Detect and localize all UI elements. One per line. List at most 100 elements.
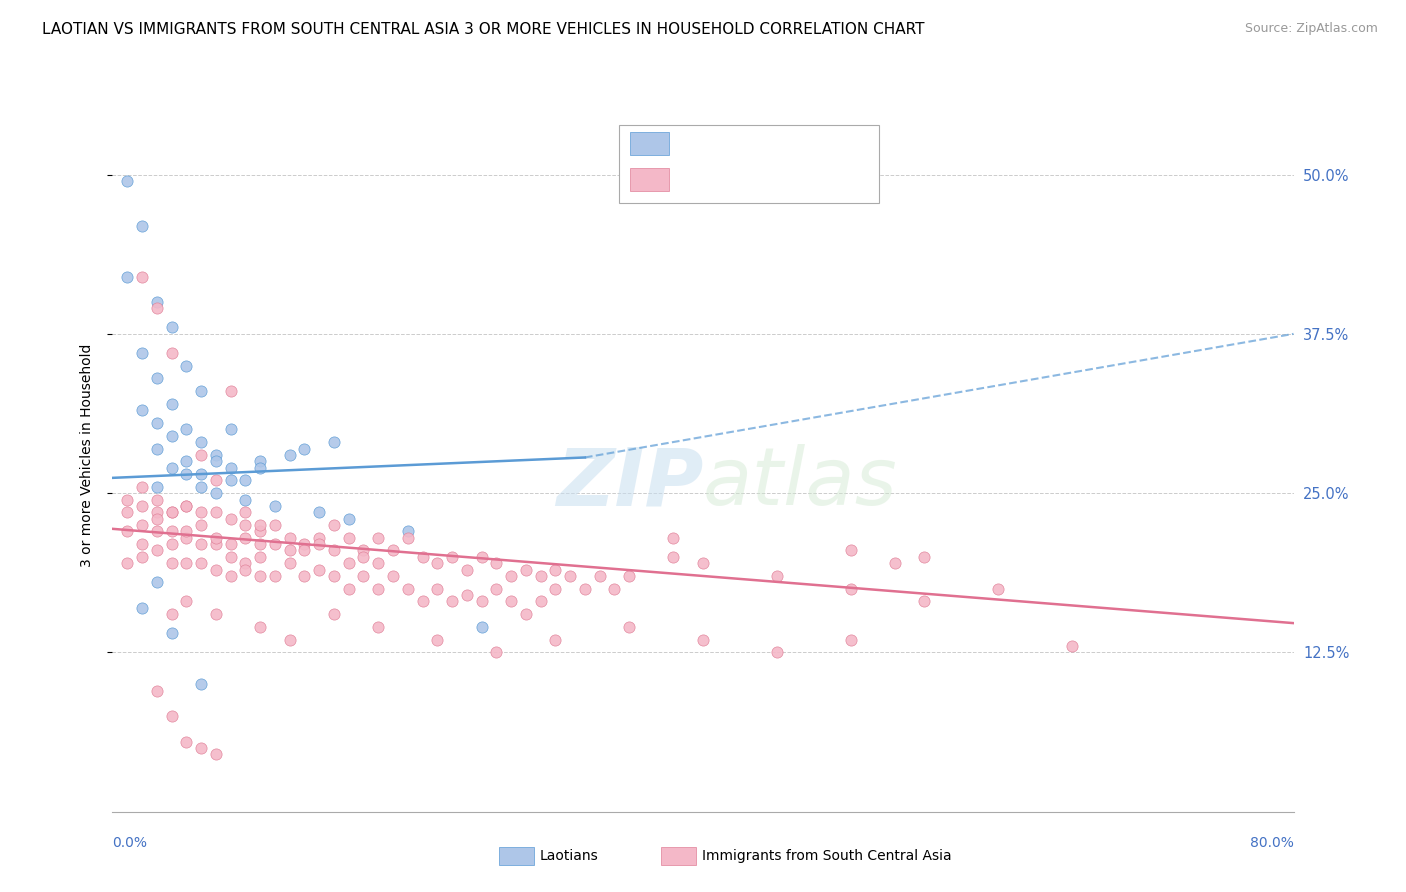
Point bbox=[249, 537, 271, 551]
Point bbox=[441, 594, 464, 608]
Point bbox=[190, 741, 212, 756]
Point bbox=[174, 531, 197, 545]
Point bbox=[396, 582, 419, 596]
Point bbox=[160, 626, 183, 640]
Point bbox=[544, 632, 567, 647]
Point bbox=[190, 556, 212, 570]
Point bbox=[160, 709, 183, 723]
Point bbox=[529, 594, 551, 608]
Point bbox=[146, 301, 169, 316]
Text: LAOTIAN VS IMMIGRANTS FROM SOUTH CENTRAL ASIA 3 OR MORE VEHICLES IN HOUSEHOLD CO: LAOTIAN VS IMMIGRANTS FROM SOUTH CENTRAL… bbox=[42, 22, 925, 37]
Point bbox=[249, 620, 271, 634]
Point bbox=[501, 569, 523, 583]
Point bbox=[205, 607, 228, 622]
Point bbox=[146, 683, 169, 698]
Point bbox=[160, 320, 183, 334]
Text: 0.0%: 0.0% bbox=[112, 836, 148, 850]
Point bbox=[117, 269, 138, 284]
Point bbox=[515, 607, 537, 622]
Point bbox=[278, 556, 301, 570]
Point bbox=[382, 569, 405, 583]
Point bbox=[205, 486, 228, 500]
Point bbox=[411, 594, 433, 608]
Point bbox=[205, 454, 228, 468]
Point bbox=[233, 505, 256, 519]
Point bbox=[205, 505, 228, 519]
Point bbox=[839, 632, 862, 647]
Point bbox=[205, 537, 228, 551]
Point bbox=[249, 569, 271, 583]
Point bbox=[914, 594, 936, 608]
Point bbox=[278, 448, 301, 462]
Point bbox=[205, 448, 228, 462]
Point bbox=[190, 677, 212, 691]
Point bbox=[249, 454, 271, 468]
Point bbox=[292, 543, 315, 558]
Point bbox=[337, 556, 360, 570]
Point bbox=[588, 569, 610, 583]
Point bbox=[264, 537, 287, 551]
Point bbox=[233, 563, 256, 577]
Text: R =  -0.127   N =  139: R = -0.127 N = 139 bbox=[678, 172, 839, 186]
Point bbox=[337, 511, 360, 525]
Point bbox=[219, 384, 242, 399]
Point bbox=[174, 594, 197, 608]
Point bbox=[337, 582, 360, 596]
Point bbox=[426, 582, 449, 596]
Point bbox=[367, 556, 389, 570]
Point bbox=[205, 747, 228, 762]
Point bbox=[352, 543, 374, 558]
Point bbox=[292, 569, 315, 583]
Point bbox=[233, 518, 256, 533]
Point bbox=[146, 511, 169, 525]
Point bbox=[470, 594, 494, 608]
Point bbox=[219, 474, 242, 488]
Point bbox=[190, 537, 212, 551]
Point bbox=[264, 499, 287, 513]
Point bbox=[131, 269, 153, 284]
Point bbox=[529, 569, 551, 583]
Text: Immigrants from South Central Asia: Immigrants from South Central Asia bbox=[702, 849, 952, 863]
Text: Laotians: Laotians bbox=[540, 849, 599, 863]
Point bbox=[352, 569, 374, 583]
Y-axis label: 3 or more Vehicles in Household: 3 or more Vehicles in Household bbox=[80, 343, 94, 566]
Point bbox=[190, 467, 212, 481]
Point bbox=[603, 582, 626, 596]
Point bbox=[396, 524, 419, 539]
Point bbox=[249, 524, 271, 539]
Point bbox=[323, 569, 346, 583]
Text: R =  0.061   N =  44: R = 0.061 N = 44 bbox=[678, 136, 825, 151]
Point bbox=[160, 346, 183, 360]
Point bbox=[131, 480, 153, 494]
Point bbox=[264, 569, 287, 583]
Point bbox=[485, 556, 508, 570]
Point bbox=[219, 422, 242, 436]
Point bbox=[1062, 639, 1084, 653]
Point bbox=[160, 524, 183, 539]
Point bbox=[278, 531, 301, 545]
Point bbox=[766, 569, 789, 583]
Point bbox=[426, 556, 449, 570]
Point bbox=[174, 499, 197, 513]
Point bbox=[987, 582, 1010, 596]
Point bbox=[470, 620, 494, 634]
Point bbox=[839, 582, 862, 596]
Point bbox=[174, 499, 197, 513]
Point bbox=[146, 295, 169, 310]
Point bbox=[174, 734, 197, 748]
Point bbox=[264, 518, 287, 533]
Point bbox=[485, 645, 508, 659]
Point bbox=[367, 582, 389, 596]
Point bbox=[117, 505, 138, 519]
Point bbox=[249, 460, 271, 475]
Point bbox=[146, 480, 169, 494]
Point bbox=[205, 474, 228, 488]
Point bbox=[160, 397, 183, 411]
Point bbox=[292, 442, 315, 456]
Point bbox=[174, 454, 197, 468]
Point bbox=[367, 531, 389, 545]
Point bbox=[839, 543, 862, 558]
Point bbox=[174, 422, 197, 436]
Point bbox=[558, 569, 582, 583]
Point bbox=[308, 505, 330, 519]
